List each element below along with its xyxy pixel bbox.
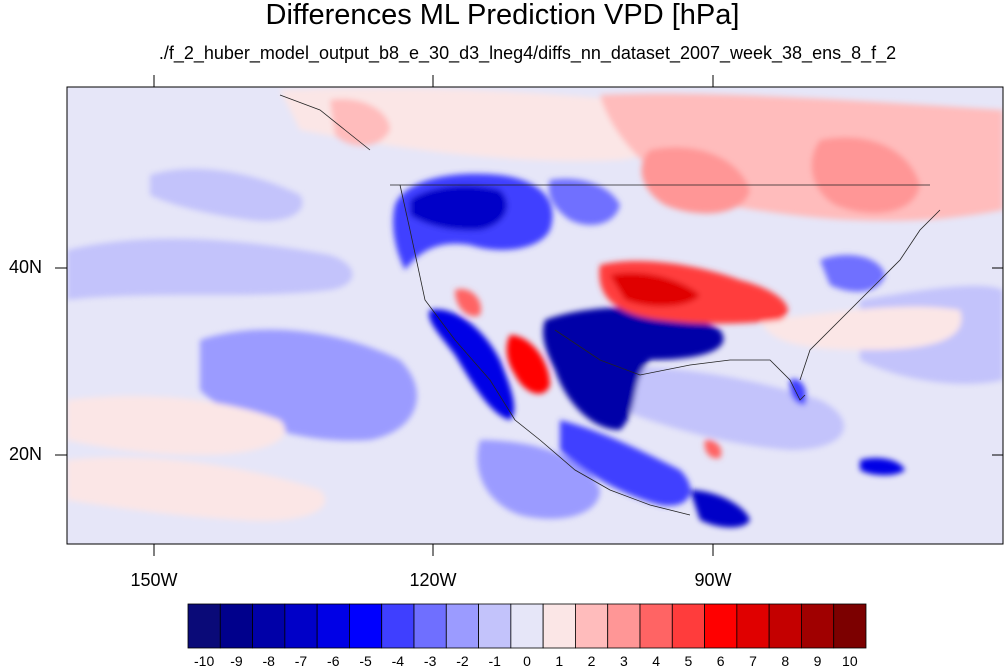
colorbar-label: -3 [423, 653, 437, 669]
coastlines [279, 94, 941, 516]
colorbar-label: -10 [194, 653, 215, 669]
colorbar-label: -5 [359, 653, 372, 669]
colorbar-label: 5 [684, 653, 693, 669]
colorbar-label: -9 [230, 653, 243, 669]
colorbar-label: 0 [523, 653, 531, 669]
colorbar-swatch [833, 603, 867, 649]
colorbar-label: -8 [262, 653, 275, 669]
colorbar-label: -1 [488, 653, 501, 669]
colorbar-label: -2 [456, 653, 469, 669]
colorbar-swatch [704, 603, 738, 649]
anomaly-patches [67, 88, 1003, 528]
lat-label-40n: 40N [8, 257, 42, 277]
colorbar-label: 4 [652, 653, 661, 669]
lon-label-90w: 90W [694, 570, 732, 590]
plot-title: Differences ML Prediction VPD [hPa] [265, 0, 740, 31]
colorbar-swatch [219, 603, 253, 649]
colorbar-label: -6 [327, 653, 340, 669]
colorbar-swatch [510, 603, 544, 649]
plot-subtitle: ./f_2_huber_model_output_b8_e_30_d3_lneg… [158, 43, 897, 63]
colorbar-swatch [639, 603, 673, 649]
colorbar-swatch [187, 603, 221, 649]
colorbar-label: 1 [555, 653, 564, 669]
colorbar-label: 9 [813, 653, 822, 669]
axis-ticks [55, 75, 1003, 556]
colorbar-label: 2 [587, 653, 596, 669]
colorbar-label: 10 [842, 653, 858, 669]
colorbar-swatch [478, 603, 512, 649]
map-frame [66, 86, 1004, 545]
colorbar-swatch [316, 603, 350, 649]
colorbar-swatch [349, 603, 383, 649]
colorbar-swatch [381, 603, 415, 649]
colorbar-swatch [542, 603, 576, 649]
colorbar-label: 8 [781, 653, 790, 669]
colorbar-label: -4 [391, 653, 405, 669]
colorbar-swatch [801, 603, 835, 649]
colorbar-swatch [445, 603, 479, 649]
colorbar-label: 6 [716, 653, 725, 669]
colorbar-label: 7 [749, 653, 757, 669]
lon-label-150w: 150W [130, 570, 178, 590]
colorbar-swatch [413, 603, 447, 649]
colorbar-swatch [671, 603, 705, 649]
colorbar-swatch [575, 603, 609, 649]
colorbar-swatch [607, 603, 641, 649]
colorbar-label: 3 [619, 653, 628, 669]
colorbar-swatch [736, 603, 770, 649]
colorbar-swatch [252, 603, 286, 649]
lon-label-120w: 120W [409, 570, 457, 590]
colorbar-swatch [284, 603, 318, 649]
colorbar [187, 603, 867, 649]
colorbar-swatch [768, 603, 802, 649]
vpd-difference-field [67, 87, 1003, 544]
colorbar-label: -7 [294, 653, 308, 669]
lat-label-20n: 20N [8, 444, 42, 464]
